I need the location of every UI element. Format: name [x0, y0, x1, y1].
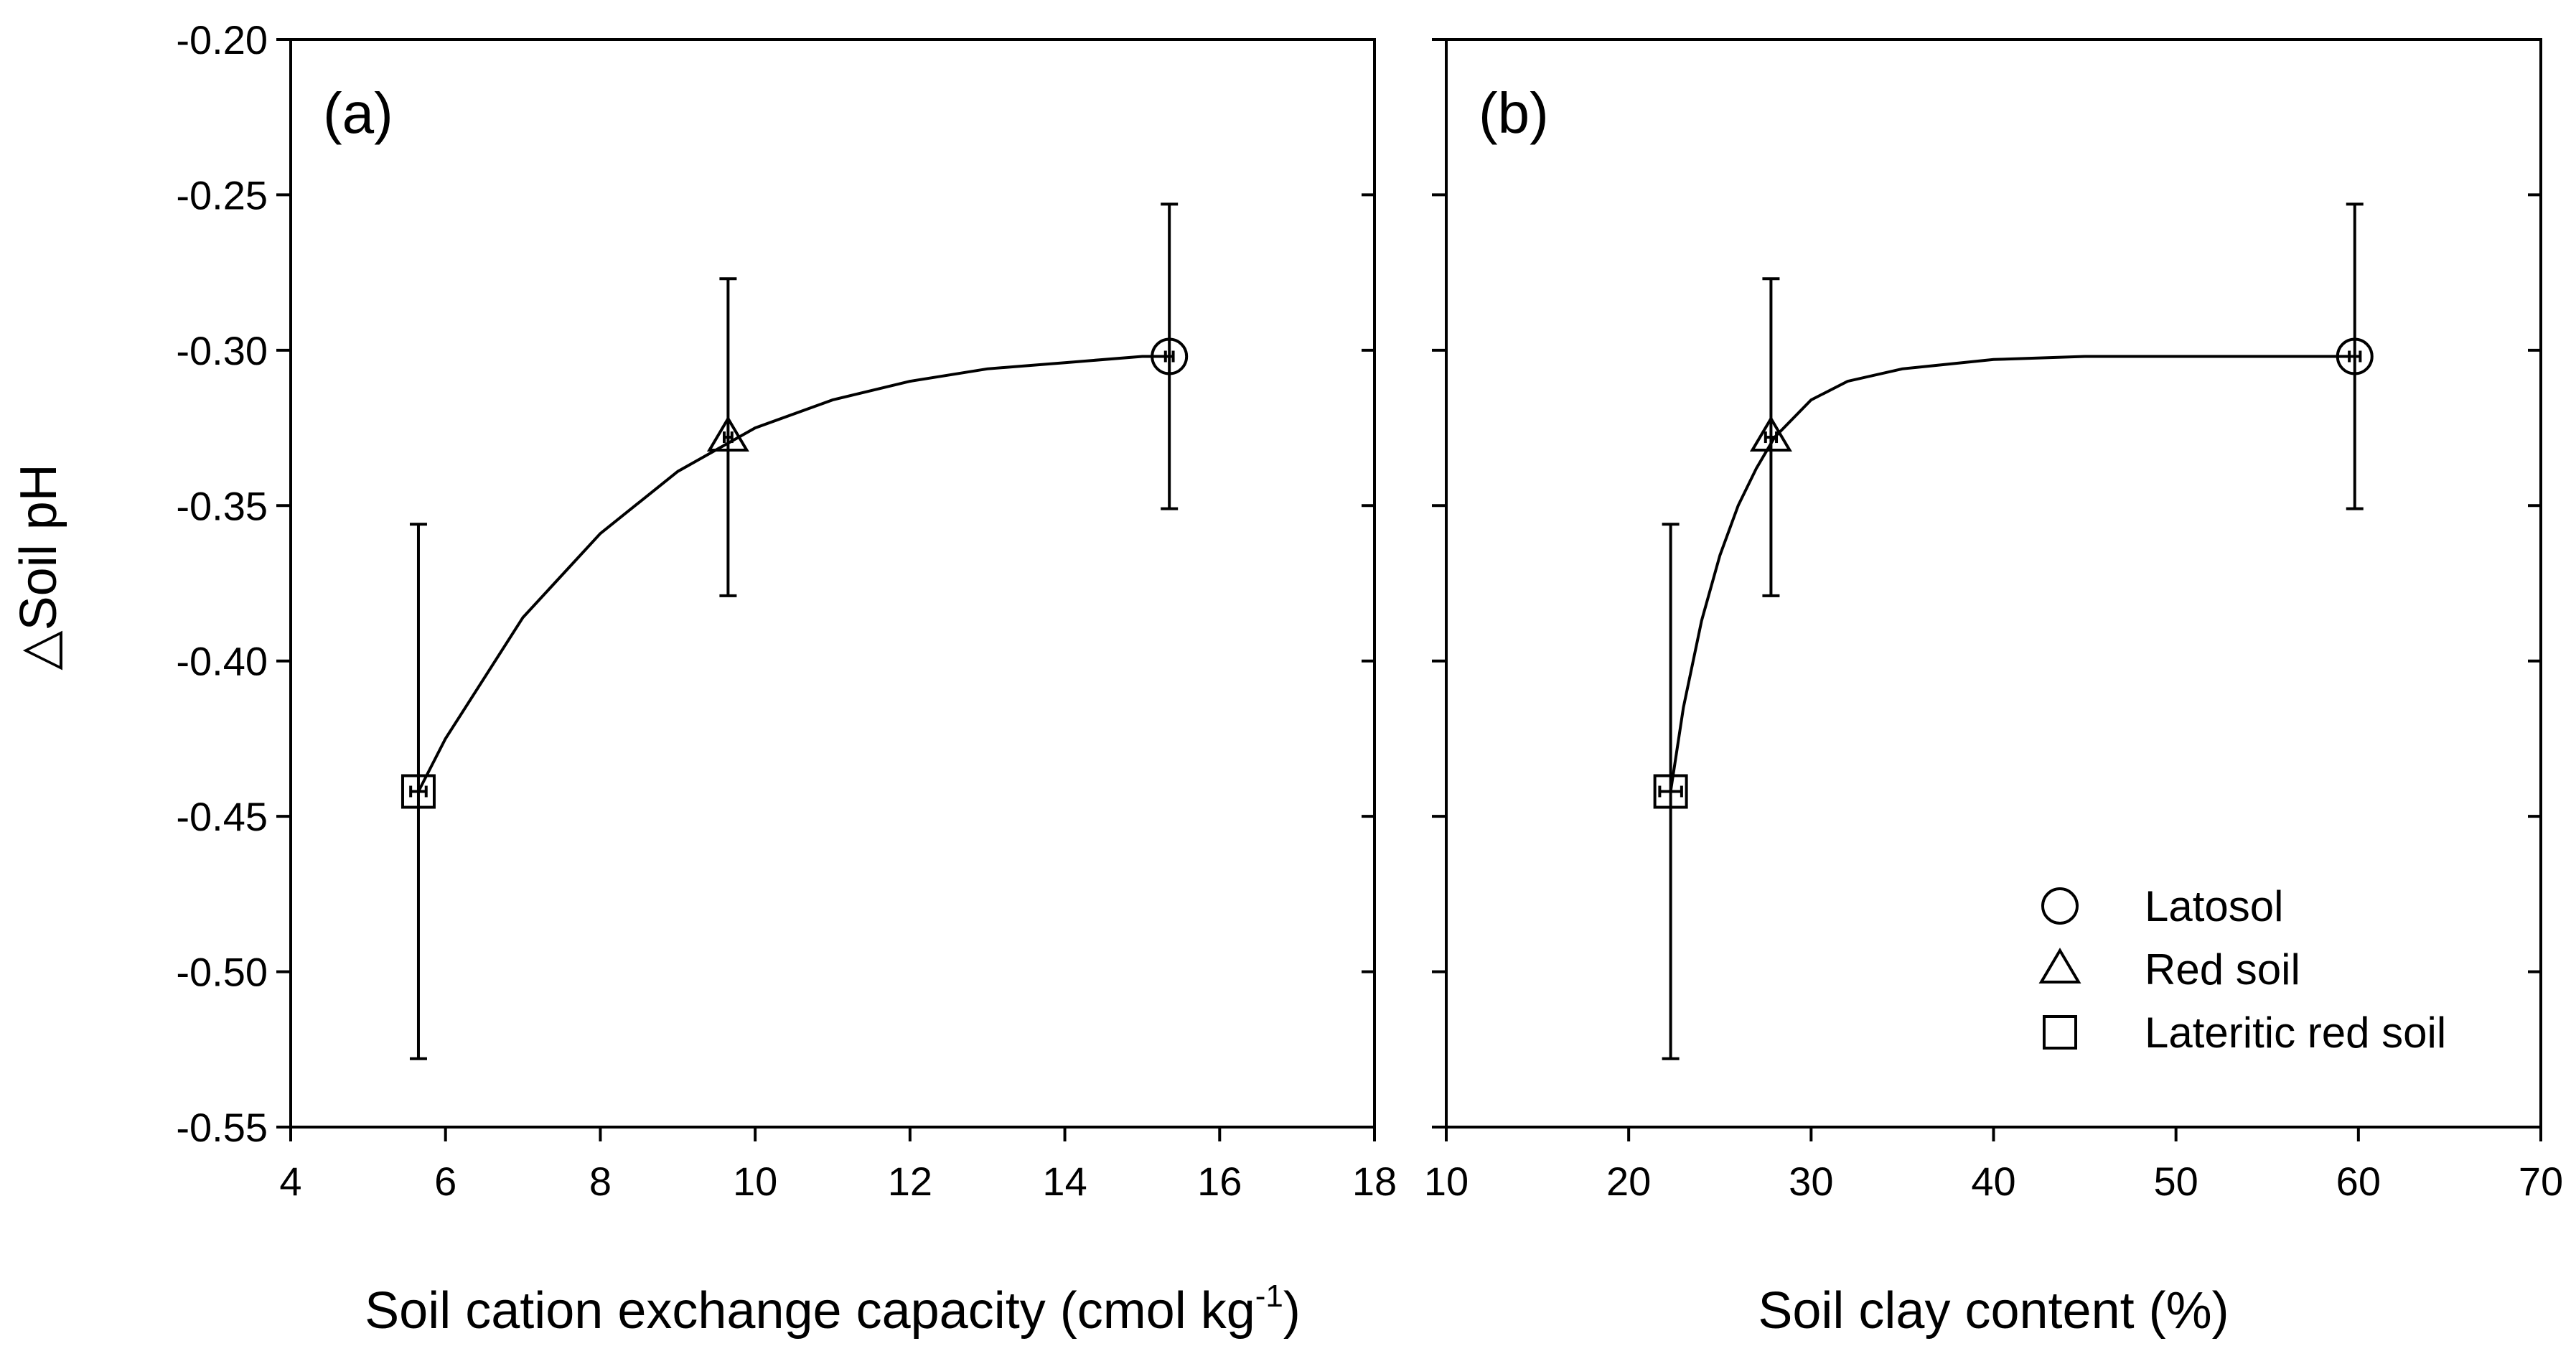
plot-frame-b	[1445, 38, 2542, 1129]
x-tick-label-a: 6	[434, 1159, 456, 1204]
data-point-square-b	[1653, 774, 1688, 809]
x-tick-label-a: 18	[1352, 1159, 1397, 1204]
legend-label: Latosol	[2145, 882, 2283, 930]
legend-label: Red soil	[2145, 945, 2300, 994]
x-tick-label-b: 50	[2154, 1159, 2198, 1204]
y-tick-label: -0.45	[176, 794, 268, 839]
data-point-triangle-a	[706, 416, 749, 452]
x-tick-label-a: 4	[279, 1159, 301, 1204]
y-tick-label: -0.55	[176, 1105, 268, 1150]
x-tick-label-b: 10	[1424, 1159, 1469, 1204]
x-axis-title-end: )	[1283, 1282, 1301, 1340]
legend-label: Lateritic red soil	[2145, 1009, 2446, 1057]
x-tick-label-b: 60	[2336, 1159, 2381, 1204]
legend-marker-triangle	[2038, 948, 2081, 983]
fit-curve-a	[417, 355, 1170, 793]
plot-frame-a	[289, 38, 1376, 1129]
x-axis-title-sup: -1	[1255, 1279, 1283, 1314]
data-point-triangle-b	[1749, 416, 1792, 452]
y-axis-title-layer: △Soil pH	[10, 464, 67, 670]
y-tick-label: -0.20	[176, 17, 268, 62]
x-tick-label-a: 14	[1042, 1159, 1087, 1204]
y-tick-label: -0.25	[176, 172, 268, 218]
y-axis-title: △Soil pH	[10, 464, 67, 670]
x-tick-label-a: 10	[733, 1159, 777, 1204]
x-axis-title-a: Soil cation exchange capacity (cmol kg-1…	[365, 1279, 1301, 1340]
x-tick-label-a: 12	[888, 1159, 932, 1204]
x-tick-label-b: 30	[1789, 1159, 1833, 1204]
fit-curve-b	[1669, 355, 2359, 792]
data-point-circle-b	[2336, 337, 2374, 375]
y-tick-label: -0.30	[176, 328, 268, 373]
x-axis-title-b: Soil clay content (%)	[1758, 1282, 2229, 1340]
panel-label-a: (a)	[323, 81, 393, 145]
data-point-circle-a	[1151, 337, 1189, 375]
data-point-square-a	[401, 774, 436, 809]
y-tick-label: -0.40	[176, 639, 268, 684]
panel-label-b: (b)	[1479, 81, 1549, 145]
x-tick-label-b: 40	[1971, 1159, 2015, 1204]
panel-b: 10 20 30 40 50 60 70 Soil clay content (%) (b)	[1424, 38, 2563, 1340]
legend: Latosol Red soil Lateritic red soil	[2038, 882, 2446, 1057]
legend-marker-circle	[2041, 887, 2079, 925]
y-tick-label: -0.35	[176, 483, 268, 528]
panel-a: -0.20 -0.25 -0.30 -0.35 -0.40 -0.45 -0.50 -0.55…	[176, 17, 1397, 1340]
x-axis-title-main: Soil cation exchange capacity (cmol kg	[365, 1282, 1255, 1340]
x-tick-label-a: 8	[589, 1159, 612, 1204]
x-axis-title-main: Soil clay content (%)	[1758, 1282, 2229, 1340]
x-tick-label-a: 16	[1197, 1159, 1242, 1204]
x-tick-label-b: 20	[1606, 1159, 1651, 1204]
legend-marker-square	[2043, 1015, 2077, 1050]
x-tick-label-b: 70	[2519, 1159, 2563, 1204]
y-tick-label: -0.50	[176, 950, 268, 995]
